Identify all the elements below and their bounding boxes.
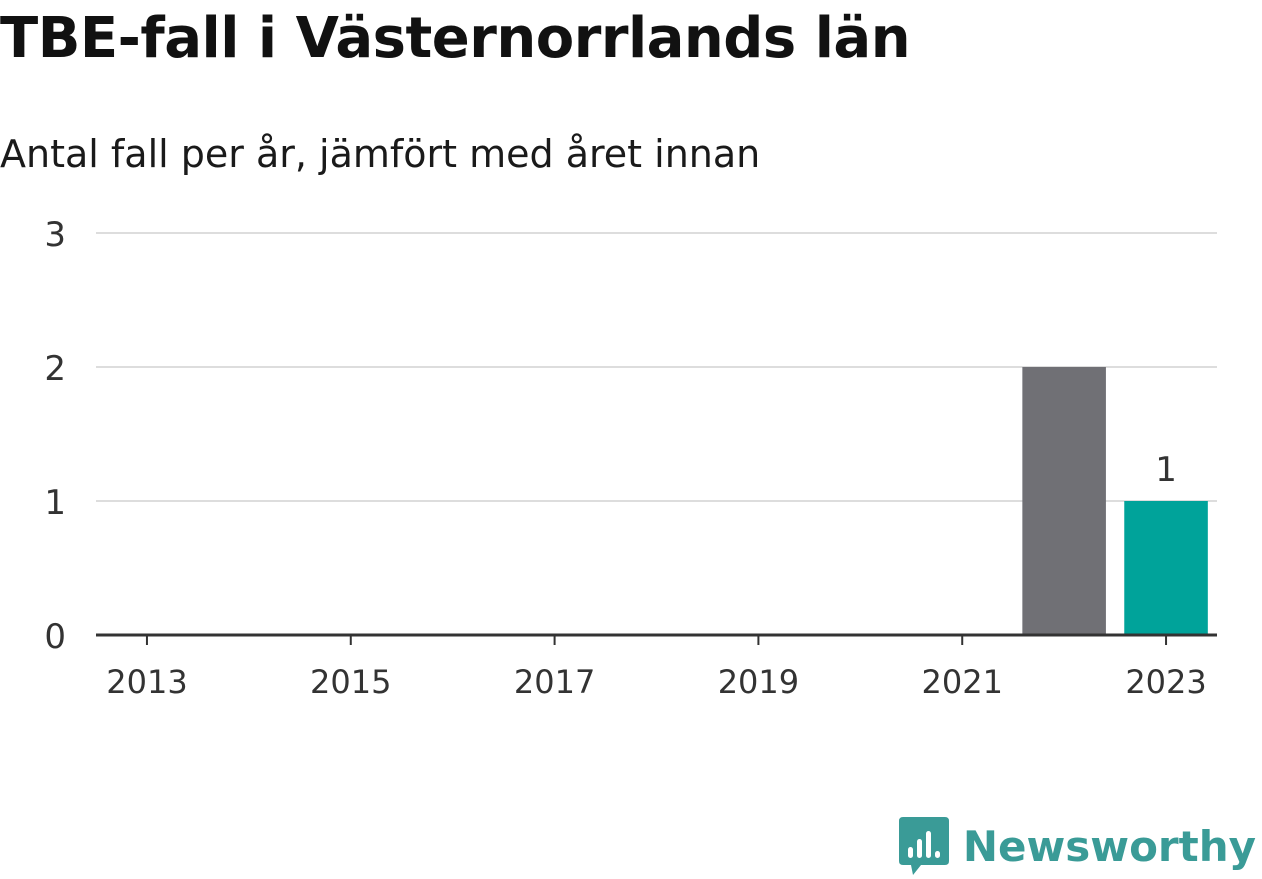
data-label: 1 — [1155, 450, 1177, 490]
chart-subtitle: Antal fall per år, jämfört med året inna… — [0, 132, 761, 176]
x-tick-label: 2013 — [106, 663, 187, 701]
newsworthy-logo: Newsworthy — [898, 817, 1256, 875]
chart-title: TBE-fall i Västernorrlands län — [0, 6, 911, 71]
x-tick-label: 2023 — [1125, 663, 1206, 701]
bars — [1022, 367, 1208, 635]
y-tick-label: 3 — [44, 215, 66, 255]
bar-2022 — [1022, 367, 1106, 635]
brand-name: Newsworthy — [962, 821, 1256, 871]
y-tick-labels: 0 1 2 3 — [44, 215, 66, 657]
y-tick-label: 2 — [44, 349, 66, 389]
x-tick-label: 2021 — [922, 663, 1003, 701]
bar-chart: 0 1 2 3 2013 2015 2017 2019 2021 2023 1 — [44, 215, 1217, 701]
newsworthy-logo-icon — [898, 817, 949, 875]
x-tick-label: 2017 — [514, 663, 595, 701]
x-tick-label: 2019 — [718, 663, 799, 701]
y-tick-label: 0 — [44, 617, 66, 657]
x-tick-label: 2015 — [310, 663, 391, 701]
data-labels: 1 — [1155, 450, 1177, 490]
bar-2023 — [1124, 501, 1208, 635]
x-tick-labels: 2013 2015 2017 2019 2021 2023 — [106, 635, 1207, 701]
y-tick-label: 1 — [44, 483, 66, 523]
